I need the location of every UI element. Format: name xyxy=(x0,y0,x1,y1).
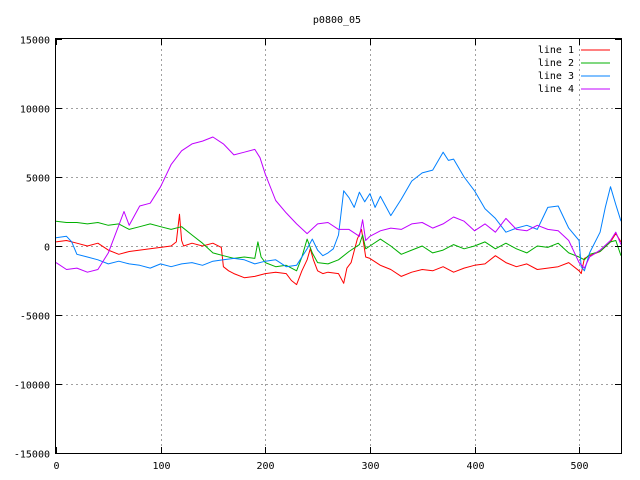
series-layer xyxy=(55,136,622,286)
plot-border xyxy=(55,38,622,454)
x-tick-label-0: 0 xyxy=(53,461,59,472)
legend-label-4: line 4 xyxy=(538,84,574,95)
x-tick-label-1: 100 xyxy=(152,461,170,472)
x-tick-label-4: 400 xyxy=(466,461,484,472)
series-line-1 xyxy=(55,213,622,286)
y-tick-label-4: 5000 xyxy=(26,174,50,185)
series-line-4 xyxy=(55,136,622,273)
series-line-2 xyxy=(55,220,622,272)
x-tick-label-5: 500 xyxy=(570,461,588,472)
legend-label-3: line 3 xyxy=(538,71,574,82)
series-line-3 xyxy=(55,151,622,272)
axis-ticks: 0 100 200 300 400 500 -15000 -10000 -5000 0 5000 10… xyxy=(14,36,621,472)
chart-title: p0800_05 xyxy=(313,15,361,26)
y-tick-label-1: -10000 xyxy=(14,381,50,392)
legend-label-2: line 2 xyxy=(538,58,574,69)
legend-label-1: line 1 xyxy=(538,45,574,56)
y-tick-label-5: 10000 xyxy=(20,105,50,116)
y-tick-label-3: 0 xyxy=(44,243,50,254)
grid xyxy=(56,39,621,453)
x-tick-label-2: 200 xyxy=(256,461,274,472)
x-tick-label-3: 300 xyxy=(361,461,379,472)
legend: line 1 line 2 line 3 line 4 xyxy=(538,45,610,95)
y-tick-label-0: -15000 xyxy=(14,450,50,461)
y-tick-label-6: 15000 xyxy=(20,36,50,47)
y-tick-label-2: -5000 xyxy=(20,312,50,323)
